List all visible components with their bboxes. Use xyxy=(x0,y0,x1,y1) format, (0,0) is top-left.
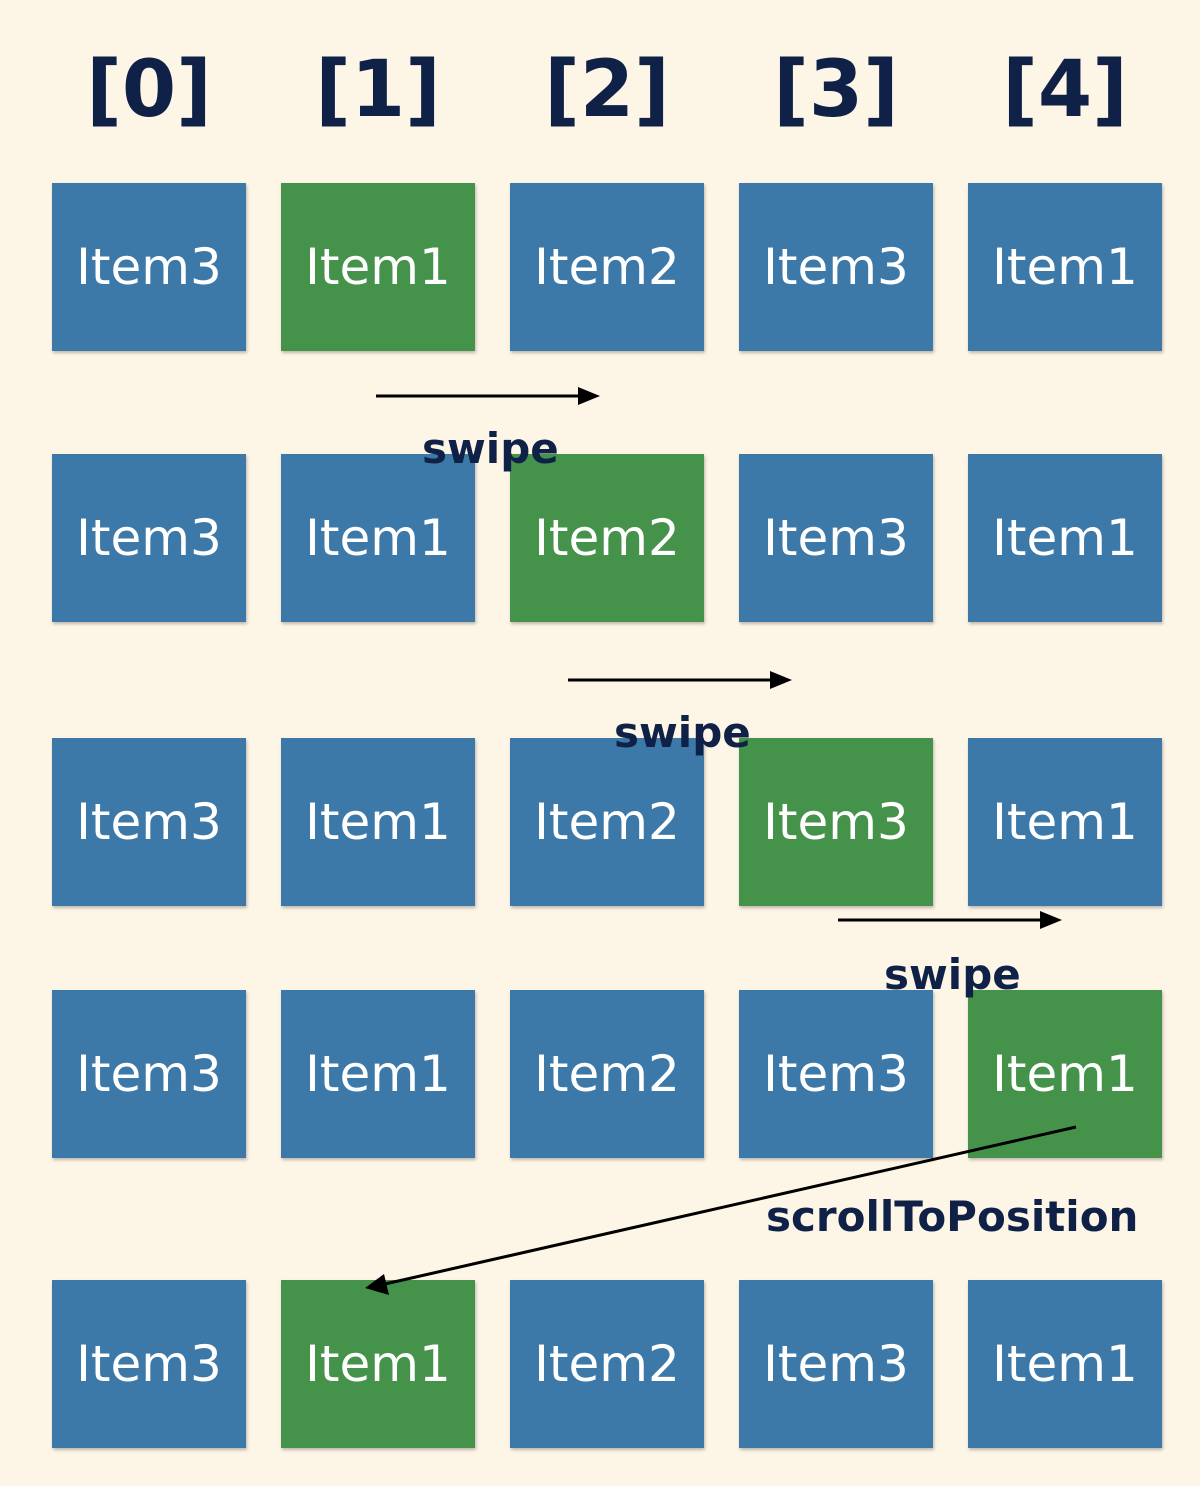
list-item: Item1 xyxy=(968,738,1162,906)
list-item: Item2 xyxy=(510,1280,704,1448)
index-3: [3] xyxy=(773,45,899,135)
swipe-arrow-2 xyxy=(568,671,792,689)
list-item: Item3 xyxy=(52,454,246,622)
list-item: Item3 xyxy=(739,183,933,351)
list-item: Item3 xyxy=(739,1280,933,1448)
list-item-current: Item1 xyxy=(281,183,475,351)
index-4: [4] xyxy=(1002,45,1128,135)
list-item: Item3 xyxy=(52,738,246,906)
list-item: Item3 xyxy=(739,454,933,622)
list-item: Item1 xyxy=(281,990,475,1158)
list-item: Item3 xyxy=(52,183,246,351)
index-0: [0] xyxy=(86,45,212,135)
list-item: Item1 xyxy=(968,183,1162,351)
scroll-to-position-label: scrollToPosition xyxy=(766,1192,1139,1241)
list-item: Item1 xyxy=(281,738,475,906)
list-item-current: Item3 xyxy=(739,738,933,906)
swipe-arrow-1 xyxy=(376,387,600,405)
swipe-label-3: swipe xyxy=(884,950,1021,999)
list-item: Item3 xyxy=(52,1280,246,1448)
list-item: Item2 xyxy=(510,738,704,906)
list-item: Item1 xyxy=(968,454,1162,622)
swipe-label-1: swipe xyxy=(422,424,559,473)
list-item-current: Item1 xyxy=(968,990,1162,1158)
swipe-arrow-3 xyxy=(838,911,1062,929)
list-item: Item3 xyxy=(52,990,246,1158)
index-2: [2] xyxy=(544,45,670,135)
index-1: [1] xyxy=(315,45,441,135)
list-item-current: Item2 xyxy=(510,454,704,622)
list-item: Item1 xyxy=(281,454,475,622)
list-item: Item1 xyxy=(968,1280,1162,1448)
swipe-label-2: swipe xyxy=(614,708,751,757)
list-item: Item3 xyxy=(739,990,933,1158)
list-item: Item2 xyxy=(510,990,704,1158)
list-item: Item2 xyxy=(510,183,704,351)
list-item-current: Item1 xyxy=(281,1280,475,1448)
